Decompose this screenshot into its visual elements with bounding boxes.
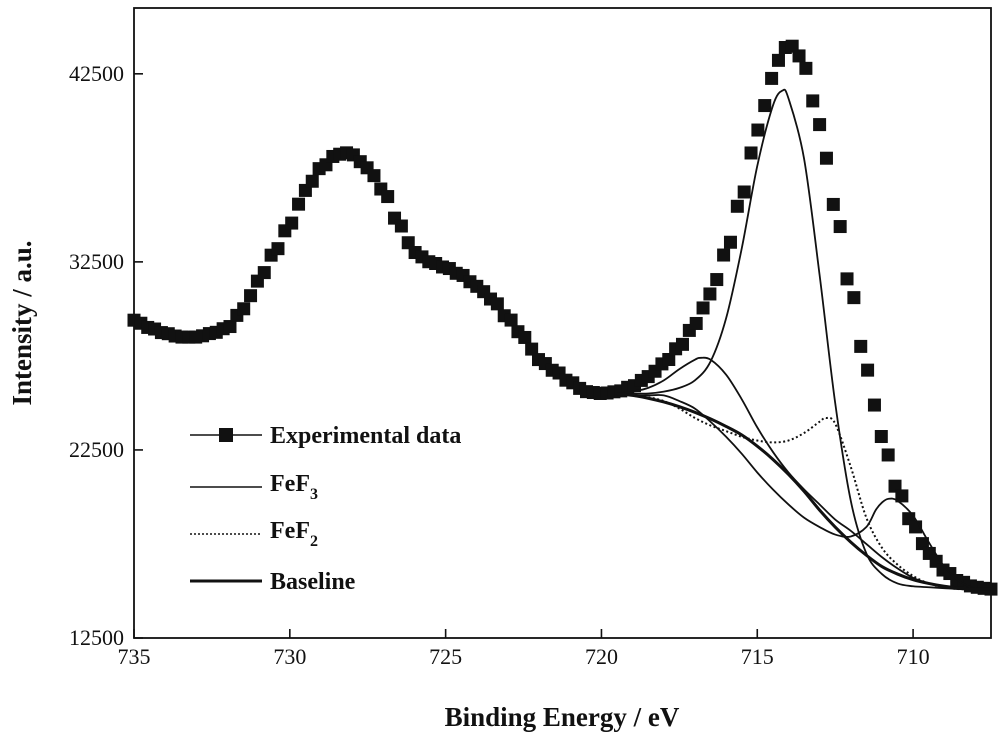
x-tick-label: 715 xyxy=(741,644,774,669)
data-point-marker xyxy=(813,118,827,132)
series-line-fef3-1 xyxy=(617,88,976,591)
data-point-marker xyxy=(518,330,532,344)
data-point-marker xyxy=(792,49,806,63)
data-point-marker xyxy=(723,235,737,249)
y-tick-label: 12500 xyxy=(69,625,124,650)
series-line-baseline-5 xyxy=(616,392,992,591)
legend-label-fef2-sub: 2 xyxy=(310,533,318,550)
data-point-marker xyxy=(717,248,731,262)
data-point-marker xyxy=(881,448,895,462)
data-point-marker xyxy=(751,123,765,137)
y-tick-label: 42500 xyxy=(69,61,124,86)
data-point-marker xyxy=(854,339,868,353)
legend-item-fef2: FeF2 xyxy=(190,518,318,550)
legend-label-fef3-text: FeF xyxy=(270,471,310,497)
legend-label-experimental: Experimental data xyxy=(270,423,461,449)
data-point-marker xyxy=(744,146,758,160)
series-line-fef3-3 xyxy=(616,392,976,590)
data-point-marker xyxy=(861,363,875,377)
y-tick-label: 32500 xyxy=(69,249,124,274)
legend-label-baseline: Baseline xyxy=(270,569,356,595)
data-point-marker xyxy=(257,266,271,280)
series-experimental-data xyxy=(127,39,998,596)
data-point-marker xyxy=(696,301,710,315)
y-tick-label: 22500 xyxy=(69,437,124,462)
legend-item-baseline: Baseline xyxy=(190,569,356,595)
x-tick-label: 710 xyxy=(897,644,930,669)
data-point-marker xyxy=(237,302,251,316)
data-point-marker xyxy=(394,219,408,233)
x-tick-label: 725 xyxy=(429,644,462,669)
data-point-marker xyxy=(662,353,676,367)
data-point-marker xyxy=(737,185,751,199)
data-point-marker xyxy=(689,316,703,330)
data-point-marker xyxy=(703,287,717,301)
data-point-marker xyxy=(401,236,415,250)
data-point-marker xyxy=(847,291,861,305)
data-point-marker xyxy=(305,174,319,188)
ticks-layer: 735 730 725 720 715 710 12500 22500 32500 42500 xyxy=(69,61,930,669)
data-point-marker xyxy=(504,313,518,327)
series-layer xyxy=(127,39,998,596)
legend: Experimental data FeF3 FeF2 Baseline xyxy=(190,423,461,595)
x-axis-label: Binding Energy / eV xyxy=(445,702,680,732)
data-point-marker xyxy=(292,197,306,211)
data-point-marker xyxy=(675,337,689,351)
data-point-marker xyxy=(367,169,381,183)
data-point-marker xyxy=(730,199,744,213)
data-point-marker xyxy=(710,273,724,287)
data-point-marker xyxy=(819,151,833,165)
data-point-marker xyxy=(381,190,395,204)
data-point-marker xyxy=(833,220,847,234)
series-line-fef2-4 xyxy=(616,392,976,591)
data-point-marker xyxy=(826,197,840,211)
x-tick-label: 735 xyxy=(118,644,151,669)
y-axis-label: Intensity / a.u. xyxy=(7,240,37,405)
data-point-marker xyxy=(271,242,285,256)
data-point-marker xyxy=(223,320,237,334)
x-tick-label: 730 xyxy=(273,644,306,669)
data-point-marker xyxy=(806,94,820,108)
data-point-marker xyxy=(490,297,504,311)
series-line-fef3-2 xyxy=(616,356,976,591)
data-point-marker xyxy=(799,61,813,75)
legend-item-fef3: FeF3 xyxy=(190,471,318,503)
data-point-marker xyxy=(285,216,299,230)
legend-label-fef2-text: FeF xyxy=(270,518,310,544)
data-point-marker xyxy=(765,71,779,85)
legend-label-fef3: FeF3 xyxy=(270,471,318,503)
data-point-marker xyxy=(244,289,258,303)
legend-item-experimental: Experimental data xyxy=(190,423,461,449)
data-point-marker xyxy=(915,537,929,551)
data-point-marker xyxy=(525,342,539,356)
legend-square-marker-icon xyxy=(219,428,233,442)
data-point-marker xyxy=(771,53,785,67)
data-point-marker xyxy=(867,398,881,412)
data-point-marker xyxy=(895,489,909,503)
data-point-marker xyxy=(758,99,772,113)
legend-label-fef2: FeF2 xyxy=(270,518,318,550)
data-point-marker xyxy=(874,430,888,444)
legend-label-fef3-sub: 3 xyxy=(310,486,318,503)
data-point-marker xyxy=(840,272,854,286)
x-tick-label: 720 xyxy=(585,644,618,669)
